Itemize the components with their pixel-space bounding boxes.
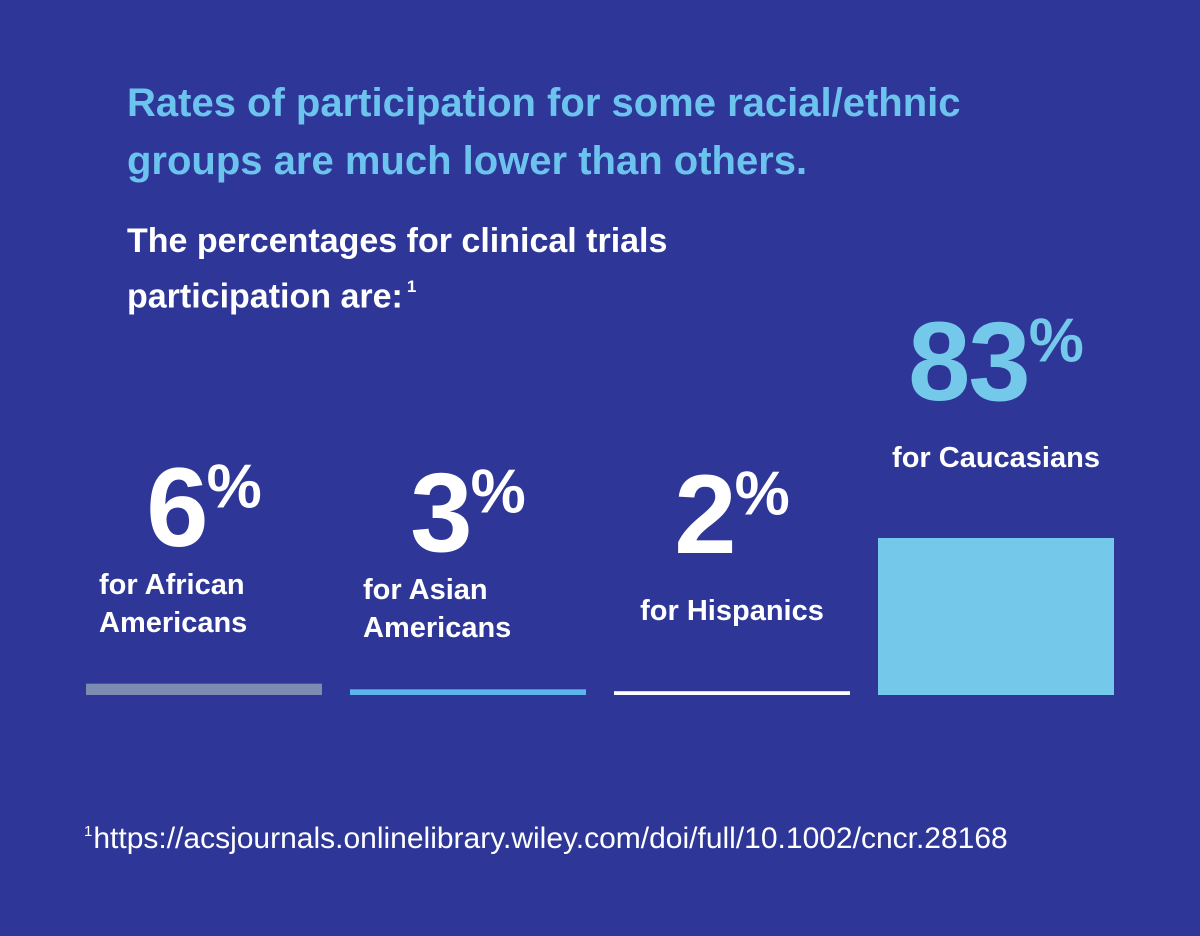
category-label-box: for Asian Americans [363,569,573,649]
bar [86,683,322,695]
footnote-text: https://acsjournals.onlinelibrary.wiley.… [93,822,1008,855]
category-label-box: for Hispanics [640,571,824,651]
footnote-marker: 1 [84,823,93,840]
value-label: 83% [908,299,1084,424]
footnote: 1https://acsjournals.onlinelibrary.wiley… [84,822,1008,856]
category-label-box: for Caucasians [892,418,1100,498]
bar [614,691,850,695]
category-label: for African Americans [99,568,248,639]
subtitle-text: The percentages for clinical trials part… [127,222,668,316]
bar-label-group: 6% for African Americans [72,444,336,644]
chart-title: Rates of participation for some racial/e… [127,81,961,183]
bar [350,689,586,695]
bar [878,538,1114,695]
category-label: for Hispanics [640,595,824,628]
value-label: 6% [146,444,262,570]
category-label: for Asian Americans [363,574,512,645]
category-label: for Caucasians [892,442,1100,474]
subtitle: The percentages for clinical trials part… [127,218,767,319]
category-label-box: for African Americans [99,564,309,644]
value-label: 2% [674,452,790,578]
bar-label-group: 3% for Asian Americans [336,457,600,649]
footnote-ref: 1 [406,277,417,296]
bar-label-group: 83% for Caucasians [864,306,1128,498]
bar-label-group: 2% for Hispanics [600,459,864,651]
value-label: 3% [410,450,526,576]
